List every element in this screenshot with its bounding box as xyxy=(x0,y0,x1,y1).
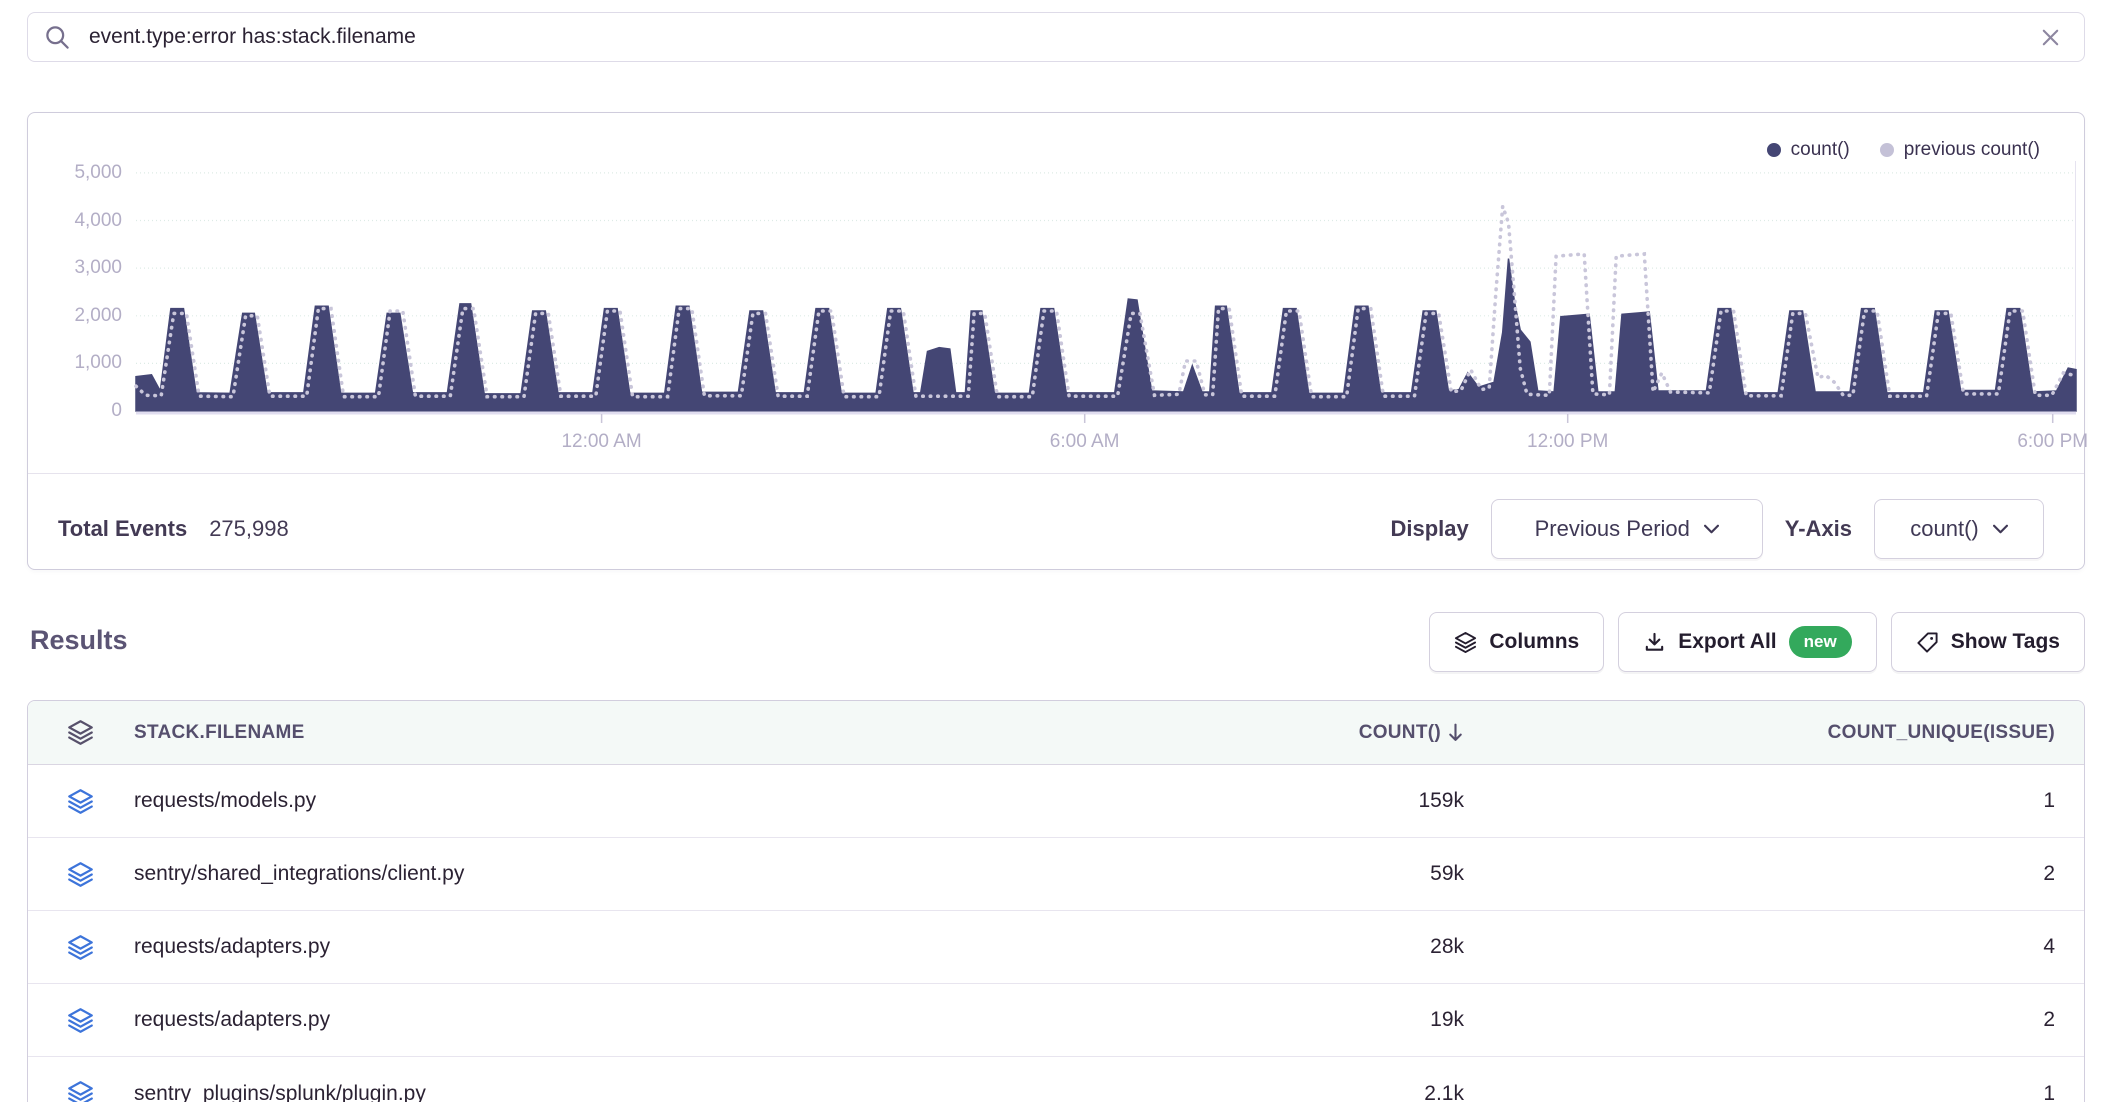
cell-count: 28k xyxy=(1430,935,1464,958)
search-bar xyxy=(27,12,2085,62)
cell-count-unique: 2 xyxy=(2043,862,2055,885)
stack-icon[interactable] xyxy=(67,1080,94,1102)
layers-icon xyxy=(1455,631,1477,653)
cell-stack-filename[interactable]: sentry_plugins/splunk/plugin.py xyxy=(134,1081,426,1102)
y-axis-tick-label: 5,000 xyxy=(74,161,122,183)
y-axis-tick-label: 2,000 xyxy=(74,304,122,326)
cell-count-unique: 4 xyxy=(2043,935,2055,958)
chart-footer-divider xyxy=(28,473,2084,474)
table-row[interactable]: requests/adapters.py 28k 4 xyxy=(28,911,2084,984)
columns-button[interactable]: Columns xyxy=(1429,612,1605,672)
export-all-button-label: Export All xyxy=(1678,630,1777,653)
cell-stack-filename[interactable]: sentry/shared_integrations/client.py xyxy=(134,862,465,885)
y-axis-tick-label: 3,000 xyxy=(74,257,122,279)
cell-count-unique: 2 xyxy=(2043,1008,2055,1031)
chevron-down-icon xyxy=(1703,524,1719,533)
y-axis-tick-label: 1,000 xyxy=(74,352,122,374)
legend-dot-previous-count xyxy=(1879,143,1894,157)
legend-item-previous-count[interactable]: previous count() xyxy=(1879,139,2040,161)
chevron-down-icon xyxy=(1992,524,2008,533)
table-row[interactable]: sentry_plugins/splunk/plugin.py 2.1k 1 xyxy=(28,1057,2084,1102)
cell-count: 2.1k xyxy=(1424,1081,1464,1102)
x-axis-tick-label: 12:00 AM xyxy=(561,431,642,452)
legend-label-previous-count: previous count() xyxy=(1903,139,2040,160)
chart-panel: count() previous count() 0 1,000 2,000 3,00… xyxy=(27,112,2089,571)
y-axis-tick-label: 4,000 xyxy=(74,209,122,231)
columns-button-label: Columns xyxy=(1489,630,1580,653)
y-axis-tick-label: 0 xyxy=(111,400,122,421)
new-badge: new xyxy=(1788,626,1852,658)
show-tags-button-label: Show Tags xyxy=(1950,630,2060,653)
y-axis-dropdown-value: count() xyxy=(1910,515,1979,541)
cell-count: 19k xyxy=(1430,1008,1464,1031)
results-table: STACK.FILENAME COUNT() COUNT_UNIQUE(ISSU… xyxy=(27,700,2085,1102)
x-axis-tick-label: 6:00 PM xyxy=(2017,431,2089,452)
display-dropdown-value: Previous Period xyxy=(1534,515,1690,541)
clear-search-icon[interactable] xyxy=(2039,26,2062,49)
y-axis-dropdown[interactable]: count() xyxy=(1874,498,2044,559)
stack-icon[interactable] xyxy=(67,788,94,815)
table-header: STACK.FILENAME COUNT() COUNT_UNIQUE(ISSU… xyxy=(28,701,2084,765)
x-axis-tick-label: 12:00 PM xyxy=(1527,431,1609,452)
results-title: Results xyxy=(30,625,128,655)
total-events-label: Total Events xyxy=(58,515,188,541)
table-body: requests/models.py 159k 1 sentry/shared_… xyxy=(28,765,2084,1102)
column-header-count[interactable]: COUNT() xyxy=(1359,722,1464,744)
download-icon xyxy=(1646,632,1664,651)
stack-icon[interactable] xyxy=(67,861,94,888)
cell-count-unique: 1 xyxy=(2043,789,2055,812)
events-area-chart xyxy=(134,161,2078,423)
column-header-stack-filename[interactable]: STACK.FILENAME xyxy=(134,721,305,743)
cell-stack-filename[interactable]: requests/models.py xyxy=(134,789,317,812)
table-row[interactable]: sentry/shared_integrations/client.py 59k… xyxy=(28,838,2084,911)
chart-legend: count() previous count() xyxy=(1766,139,2040,161)
export-all-button[interactable]: Export All new xyxy=(1618,612,1877,672)
total-events-value: 275,998 xyxy=(209,515,289,541)
table-row[interactable]: requests/models.py 159k 1 xyxy=(28,765,2084,838)
display-dropdown[interactable]: Previous Period xyxy=(1490,498,1763,559)
results-actions: Columns Export All new Show Tags xyxy=(1429,612,2085,672)
cell-stack-filename[interactable]: requests/adapters.py xyxy=(134,1008,331,1031)
chart-controls: Display Previous Period Y-Axis count() xyxy=(1390,498,2044,559)
chart-footer: Total Events 275,998 Display Previous Pe… xyxy=(28,474,2084,571)
cell-count-unique: 1 xyxy=(2043,1081,2055,1102)
table-row[interactable]: requests/adapters.py 19k 2 xyxy=(28,984,2084,1057)
show-tags-button[interactable]: Show Tags xyxy=(1890,612,2085,672)
x-axis-tick-label: 6:00 AM xyxy=(1049,431,1120,452)
cell-count: 159k xyxy=(1418,789,1464,812)
legend-label-count: count() xyxy=(1790,139,1850,160)
display-label: Display xyxy=(1390,515,1469,541)
cell-count: 59k xyxy=(1430,862,1464,885)
column-header-count-unique-issue[interactable]: COUNT_UNIQUE(ISSUE) xyxy=(1827,721,2055,743)
cell-stack-filename[interactable]: requests/adapters.py xyxy=(134,935,331,958)
y-axis-label: Y-Axis xyxy=(1784,515,1852,541)
legend-item-count[interactable]: count() xyxy=(1766,139,1850,161)
legend-dot-count xyxy=(1766,143,1781,157)
stack-icon[interactable] xyxy=(67,934,94,961)
tag-icon xyxy=(1917,631,1938,653)
sort-desc-arrow-icon xyxy=(1449,723,1462,741)
layers-icon[interactable] xyxy=(67,719,94,746)
search-input[interactable] xyxy=(89,25,2039,49)
stack-icon[interactable] xyxy=(67,1007,94,1034)
search-icon xyxy=(44,24,71,51)
